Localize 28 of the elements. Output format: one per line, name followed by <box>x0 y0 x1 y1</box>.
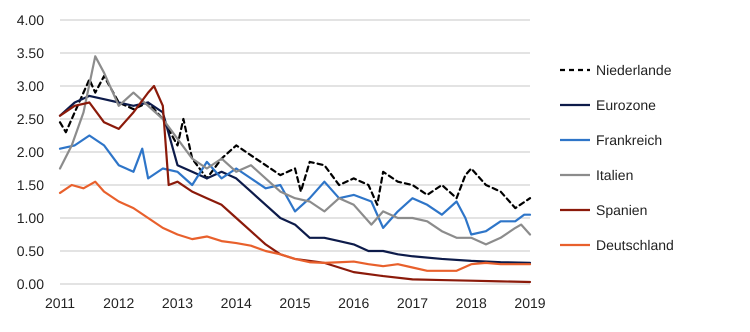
legend-label: Frankreich <box>596 132 662 148</box>
x-tick-label: 2015 <box>279 295 311 311</box>
y-tick-label: 4.00 <box>16 12 44 28</box>
legend-label: Deutschland <box>596 236 674 253</box>
y-tick-label: 0.00 <box>16 276 44 292</box>
line-series <box>58 180 532 272</box>
x-tick-label: 2017 <box>396 295 428 311</box>
legend-label: Spanien <box>596 202 648 218</box>
legend-label: Niederlande <box>596 62 672 78</box>
line-series <box>58 134 532 236</box>
x-tick-label: 2019 <box>514 295 546 311</box>
y-tick-label: 0.50 <box>16 242 44 259</box>
x-tick-label: 2018 <box>456 295 488 311</box>
y-tick-label: 1.50 <box>16 176 44 193</box>
legend-label: Italien <box>596 166 634 183</box>
line-series <box>58 55 532 246</box>
x-tick-label: 2014 <box>220 295 252 311</box>
line-series <box>58 75 532 210</box>
x-tick-label: 2011 <box>44 295 76 311</box>
y-tick-label: 3.00 <box>16 78 44 94</box>
y-tick-label: 2.50 <box>16 110 44 127</box>
x-tick-label: 2013 <box>162 295 194 311</box>
x-tick-label: 2016 <box>338 295 370 311</box>
x-tick-label: 2012 <box>103 295 135 311</box>
legend-label: Eurozone <box>596 96 656 113</box>
y-tick-label: 2.00 <box>16 144 44 160</box>
y-tick-label: 1.00 <box>16 210 44 226</box>
y-tick-label: 3.50 <box>16 44 44 61</box>
